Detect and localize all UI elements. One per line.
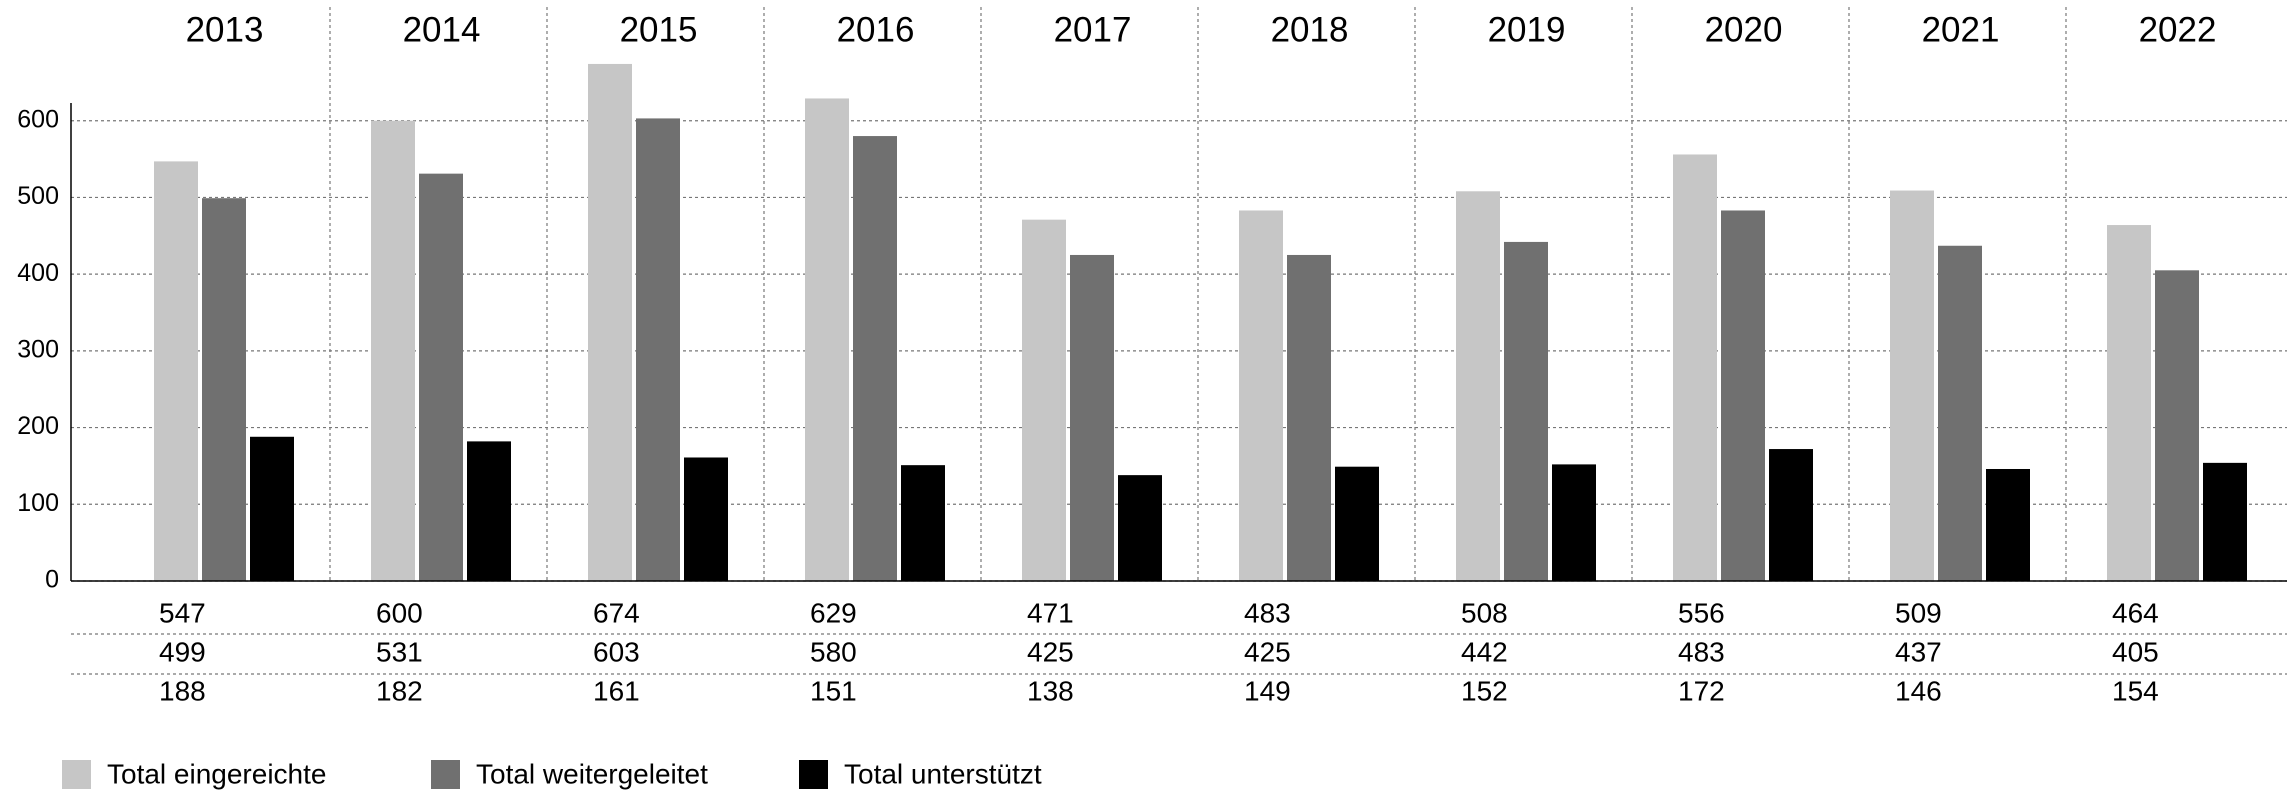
bar	[1673, 154, 1717, 581]
x-tick-label: 2019	[1488, 10, 1566, 49]
table-value: 464	[2112, 597, 2159, 628]
y-tick-label: 600	[17, 105, 59, 133]
x-tick-label: 2017	[1054, 10, 1132, 49]
bar	[1769, 449, 1813, 581]
table-value: 149	[1244, 675, 1291, 706]
x-tick-label: 2020	[1705, 10, 1783, 49]
bar	[467, 441, 511, 581]
bar	[588, 63, 632, 581]
bar	[1335, 466, 1379, 581]
bar	[2203, 462, 2247, 581]
table-value: 405	[2112, 636, 2159, 667]
bar	[1552, 464, 1596, 581]
x-tick-label: 2022	[2139, 10, 2217, 49]
bar	[1986, 468, 2030, 581]
table-value: 437	[1895, 636, 1942, 667]
bar	[1456, 191, 1500, 581]
table-value: 138	[1027, 675, 1074, 706]
bar	[2107, 225, 2151, 581]
table-value: 442	[1461, 636, 1508, 667]
table-value: 425	[1027, 636, 1074, 667]
table-value: 508	[1461, 597, 1508, 628]
bar	[805, 98, 849, 582]
table-value: 151	[810, 675, 857, 706]
bar	[1504, 241, 1548, 581]
bar	[1239, 210, 1283, 581]
bar	[1721, 210, 1765, 581]
table-value: 629	[810, 597, 857, 628]
y-tick-label: 300	[17, 335, 59, 363]
y-tick-label: 400	[17, 259, 59, 287]
table-value: 425	[1244, 636, 1291, 667]
bar	[1070, 254, 1114, 581]
legend-label: Total eingereichte	[107, 758, 326, 789]
table-value: 146	[1895, 675, 1942, 706]
x-tick-label: 2014	[403, 10, 481, 49]
table-value: 600	[376, 597, 423, 628]
legend-swatch	[431, 760, 460, 789]
bar	[1022, 219, 1066, 581]
bar	[250, 436, 294, 581]
bar	[901, 465, 945, 581]
table-value: 182	[376, 675, 423, 706]
legend-swatch	[799, 760, 828, 789]
x-tick-label: 2021	[1922, 10, 2000, 49]
legend-label: Total unterstützt	[844, 758, 1042, 789]
table-value: 547	[159, 597, 206, 628]
legend-label: Total weitergeleitet	[476, 758, 708, 789]
y-tick-label: 100	[17, 489, 59, 517]
bar	[371, 120, 415, 581]
table-value: 483	[1244, 597, 1291, 628]
bar	[1938, 245, 1982, 581]
table-value: 580	[810, 636, 857, 667]
table-value: 154	[2112, 675, 2159, 706]
x-tick-label: 2018	[1271, 10, 1349, 49]
bar	[853, 136, 897, 582]
table-value: 471	[1027, 597, 1074, 628]
bar	[1890, 190, 1934, 581]
bar	[202, 198, 246, 581]
table-value: 603	[593, 636, 640, 667]
table-value: 483	[1678, 636, 1725, 667]
table-value: 499	[159, 636, 206, 667]
table-value: 161	[593, 675, 640, 706]
bar	[154, 161, 198, 581]
y-tick-label: 200	[17, 412, 59, 440]
table-value: 188	[159, 675, 206, 706]
y-tick-label: 500	[17, 182, 59, 210]
bar	[684, 457, 728, 581]
table-value: 509	[1895, 597, 1942, 628]
bar	[419, 173, 463, 581]
x-tick-label: 2015	[620, 10, 698, 49]
bar	[1287, 254, 1331, 581]
bar	[636, 118, 680, 582]
table-value: 152	[1461, 675, 1508, 706]
y-tick-label: 0	[45, 566, 59, 594]
x-tick-label: 2013	[186, 10, 264, 49]
bar	[1118, 475, 1162, 581]
legend-swatch	[62, 760, 91, 789]
table-value: 556	[1678, 597, 1725, 628]
table-value: 674	[593, 597, 640, 628]
bar	[2155, 270, 2199, 581]
table-value: 172	[1678, 675, 1725, 706]
table-value: 531	[376, 636, 423, 667]
x-tick-label: 2016	[837, 10, 915, 49]
